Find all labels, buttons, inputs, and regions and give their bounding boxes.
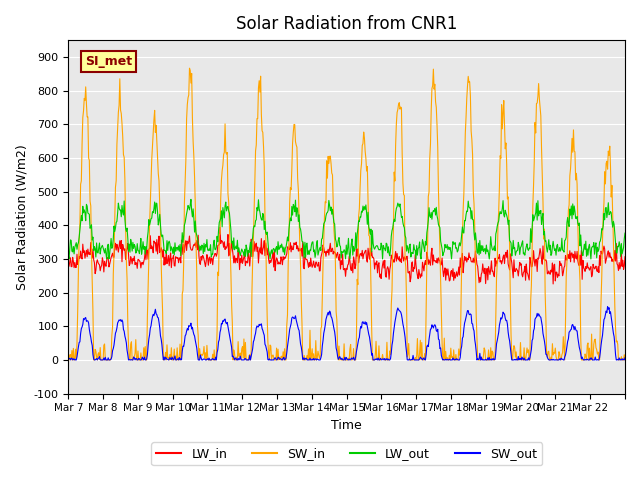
Legend: LW_in, SW_in, LW_out, SW_out: LW_in, SW_in, LW_out, SW_out [151, 442, 542, 465]
LW_in [549, 281, 557, 287]
SW_out [233, 357, 241, 363]
X-axis label: Time: Time [332, 419, 362, 432]
LW_out [187, 196, 195, 202]
LW_out [65, 256, 73, 262]
Text: SI_met: SI_met [85, 55, 132, 68]
LW_out [131, 241, 138, 247]
SW_in [436, 247, 444, 252]
LW_out [406, 242, 413, 248]
LW_in [436, 259, 444, 264]
LW_in [65, 260, 72, 266]
SW_out [604, 304, 611, 310]
LW_in [621, 254, 629, 260]
Line: SW_in: SW_in [68, 68, 625, 360]
LW_in [216, 225, 224, 230]
Line: LW_in: LW_in [68, 228, 625, 284]
Y-axis label: Solar Radiation (W/m2): Solar Radiation (W/m2) [15, 144, 28, 290]
LW_out [282, 244, 290, 250]
SW_in [260, 164, 268, 169]
Title: Solar Radiation from CNR1: Solar Radiation from CNR1 [236, 15, 458, 33]
Line: LW_out: LW_out [68, 199, 625, 259]
SW_out [67, 357, 74, 363]
SW_in [282, 357, 289, 363]
LW_in [130, 258, 138, 264]
SW_out [282, 356, 289, 362]
SW_out [65, 355, 72, 361]
LW_in [233, 256, 241, 262]
LW_out [621, 230, 629, 236]
LW_out [234, 238, 241, 243]
SW_out [405, 357, 413, 363]
SW_in [65, 357, 72, 363]
LW_out [261, 218, 269, 224]
SW_in [233, 354, 241, 360]
SW_in [130, 354, 138, 360]
Line: SW_out: SW_out [68, 307, 625, 360]
LW_out [436, 238, 444, 244]
SW_out [260, 332, 268, 338]
LW_in [282, 255, 289, 261]
SW_out [621, 355, 629, 360]
LW_in [260, 238, 268, 243]
LW_in [405, 270, 413, 276]
LW_out [65, 252, 72, 258]
SW_in [186, 65, 193, 71]
SW_out [436, 346, 444, 351]
SW_in [621, 357, 629, 363]
SW_in [405, 341, 413, 347]
SW_out [131, 355, 138, 360]
